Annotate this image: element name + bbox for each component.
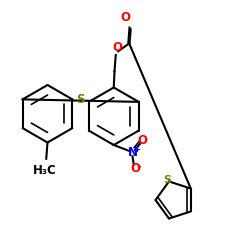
Text: S: S xyxy=(76,93,85,106)
Text: H₃C: H₃C xyxy=(32,164,56,177)
Text: O: O xyxy=(130,162,140,175)
Text: O: O xyxy=(137,134,147,147)
Text: +: + xyxy=(134,145,140,154)
Text: S: S xyxy=(164,175,172,185)
Text: O: O xyxy=(121,12,131,24)
Text: O: O xyxy=(112,41,122,54)
Text: -: - xyxy=(136,162,141,172)
Text: N: N xyxy=(128,146,138,159)
